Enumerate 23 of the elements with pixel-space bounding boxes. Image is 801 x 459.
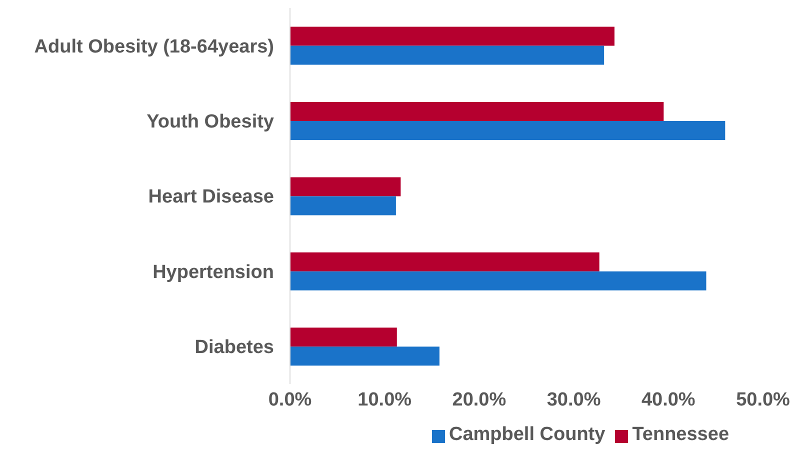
x-tick-label: 20.0%: [452, 389, 506, 410]
x-tick-label: 40.0%: [641, 389, 696, 410]
y-tick-label: Diabetes: [194, 337, 274, 358]
bar: [290, 346, 440, 366]
bar: [290, 26, 614, 46]
y-tick-label: Hypertension: [152, 262, 274, 283]
bar: [290, 328, 397, 347]
x-tick-label: 0.0%: [268, 389, 312, 410]
y-tick-label: Youth Obesity: [146, 112, 274, 133]
bar: [290, 196, 396, 216]
bar: [290, 121, 726, 140]
bar: [290, 177, 401, 196]
x-tick-label: 50.0%: [736, 389, 790, 410]
y-tick-label: Heart Disease: [148, 186, 274, 208]
x-tick-label: 30.0%: [546, 389, 601, 410]
bar: [290, 271, 706, 290]
y-tick-label: Adult Obesity (18-64years): [34, 36, 274, 58]
legend-label: Campbell County: [448, 424, 606, 445]
bar: [290, 102, 664, 121]
x-tick-label: 10.0%: [358, 389, 412, 410]
bar: [290, 252, 600, 272]
bar: [290, 46, 604, 65]
legend-label: Tennessee: [632, 424, 730, 445]
